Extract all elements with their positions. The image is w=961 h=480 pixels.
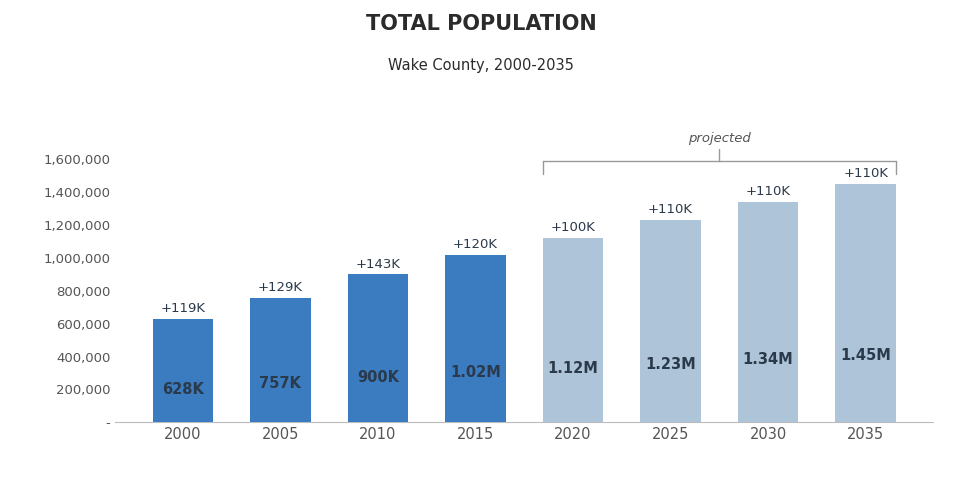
Bar [834, 184, 895, 422]
Text: 1.34M: 1.34M [742, 352, 793, 367]
Text: +110K: +110K [648, 204, 693, 216]
Text: projected: projected [687, 132, 750, 145]
Text: +110K: +110K [843, 167, 887, 180]
Text: +100K: +100K [550, 221, 595, 234]
Text: +119K: +119K [160, 302, 205, 315]
Text: 1.23M: 1.23M [645, 357, 695, 372]
Text: Wake County, 2000-2035: Wake County, 2000-2035 [387, 58, 574, 72]
Text: 1.45M: 1.45M [839, 348, 890, 363]
Text: TOTAL POPULATION: TOTAL POPULATION [365, 14, 596, 35]
Bar [542, 238, 603, 422]
Text: +120K: +120K [453, 238, 498, 251]
Text: 628K: 628K [161, 382, 204, 396]
Text: +129K: +129K [258, 281, 303, 294]
Text: 900K: 900K [357, 371, 399, 385]
Bar [445, 254, 505, 422]
Bar [640, 220, 701, 422]
Text: 757K: 757K [259, 376, 301, 391]
Text: +143K: +143K [355, 258, 400, 271]
Text: +110K: +110K [745, 185, 790, 198]
Bar [250, 298, 310, 422]
Text: 1.12M: 1.12M [547, 361, 598, 376]
Text: 1.02M: 1.02M [450, 365, 501, 381]
Bar [347, 274, 407, 422]
Bar [737, 202, 798, 422]
Bar [153, 319, 213, 422]
